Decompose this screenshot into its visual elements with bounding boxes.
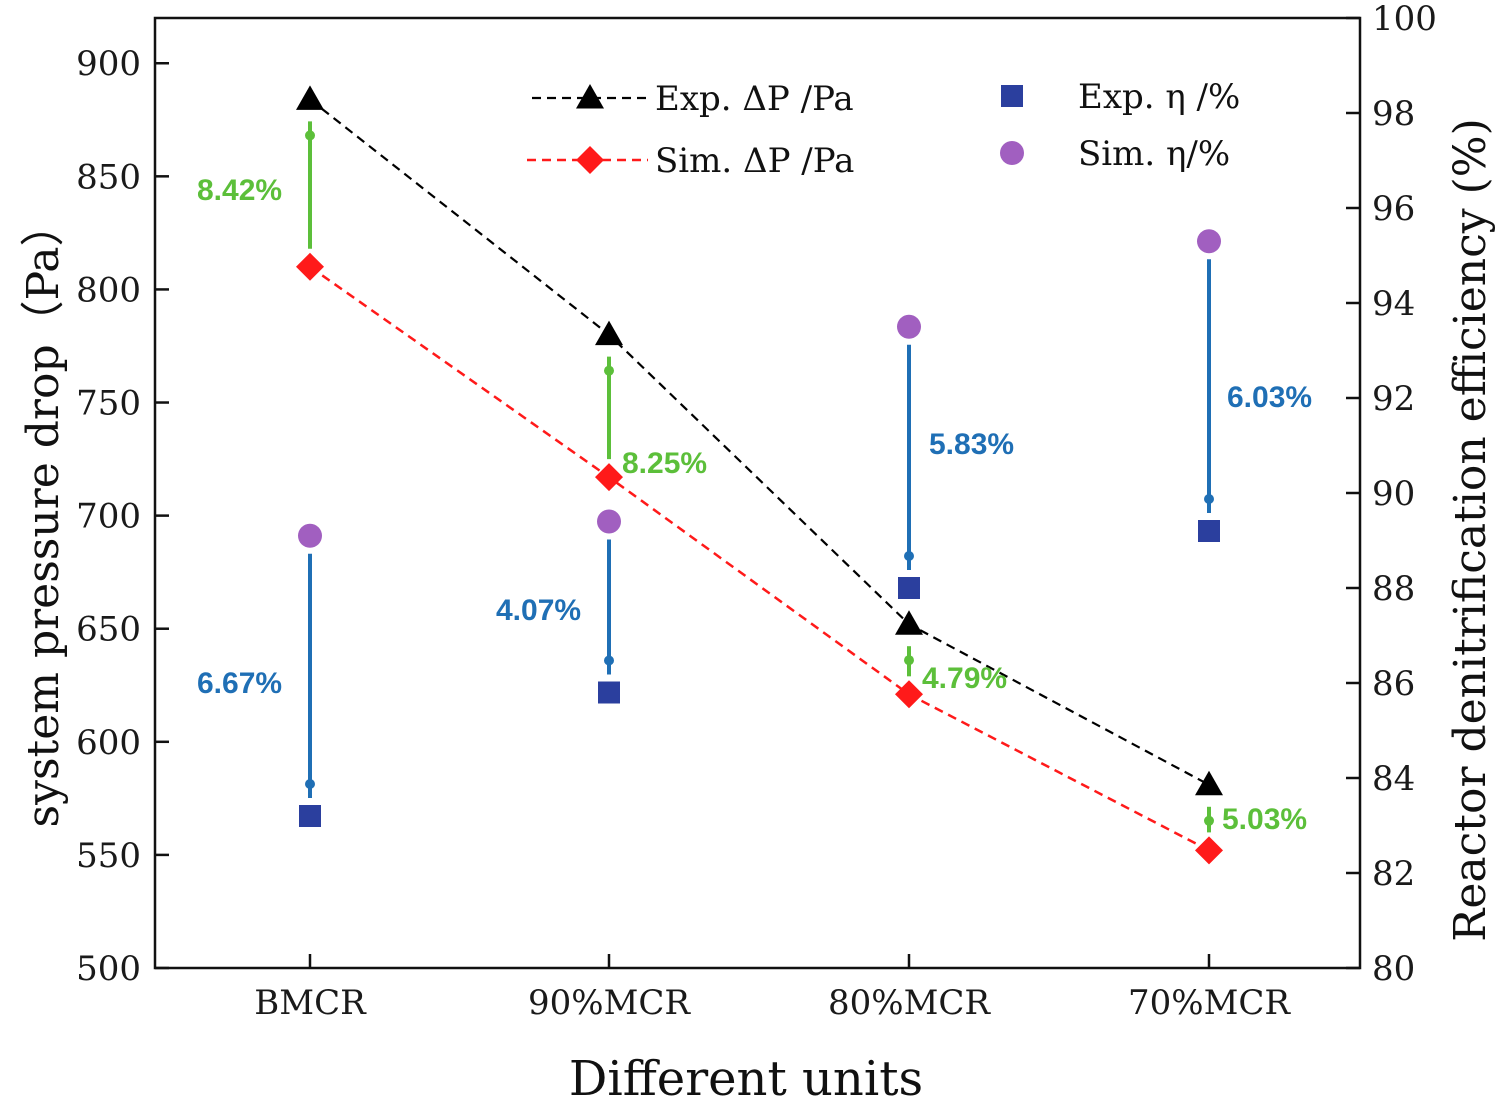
x-tick-label: BMCR xyxy=(254,983,367,1023)
sim-efficiency-point xyxy=(897,314,921,339)
left-tick-label: 700 xyxy=(76,497,141,537)
exp-pressure-point xyxy=(895,610,923,635)
legend-exp-pressure-marker xyxy=(576,84,604,109)
series-lines xyxy=(309,98,1210,852)
legend-exp-efficiency-marker xyxy=(1001,85,1023,107)
left-tick-label: 550 xyxy=(76,836,141,876)
difference-annotation: 4.79% xyxy=(922,662,1007,695)
x-axis-label: Different units xyxy=(569,1051,923,1103)
x-axis-ticks: BMCR 90%MCR 80%MCR 70%MCR xyxy=(254,954,1291,1023)
difference-annotation: 5.83% xyxy=(929,428,1014,461)
y-axis-label-right: Reactor denitrification efficiency (%) xyxy=(1445,118,1496,942)
difference-annotation: 8.42% xyxy=(197,174,282,207)
exp-efficiency-point xyxy=(598,681,620,704)
efficiency-bar-dot xyxy=(1204,494,1214,504)
difference-annotation: 4.07% xyxy=(496,594,581,627)
difference-annotation: 6.03% xyxy=(1227,381,1312,414)
right-tick-label: 100 xyxy=(1372,0,1437,39)
right-tick-label: 80 xyxy=(1372,949,1415,989)
legend-exp-efficiency-label: Exp. η /% xyxy=(1078,77,1240,117)
legend-exp-pressure-label: Exp. ΔP /Pa xyxy=(655,79,854,119)
x-tick-label: 70%MCR xyxy=(1128,983,1291,1023)
series-markers xyxy=(296,85,1223,865)
difference-annotation: 5.03% xyxy=(1222,803,1307,836)
exp-pressure-point xyxy=(1195,770,1223,796)
left-tick-label: 800 xyxy=(76,270,141,310)
sim-pressure-point xyxy=(1195,836,1223,865)
left-tick-label: 650 xyxy=(76,610,141,650)
exp-pressure-point xyxy=(595,320,623,346)
sim-efficiency-point xyxy=(597,509,621,534)
right-tick-label: 82 xyxy=(1372,854,1415,894)
y-axis-label-left: system pressure drop（Pa） xyxy=(18,203,69,828)
x-tick-label: 80%MCR xyxy=(828,983,991,1023)
difference-annotation: 6.67% xyxy=(197,667,282,700)
right-tick-label: 86 xyxy=(1372,664,1415,704)
sim-pressure-point xyxy=(895,680,923,709)
left-tick-label: 850 xyxy=(76,157,141,197)
exp-efficiency-point xyxy=(299,805,321,827)
right-tick-label: 88 xyxy=(1372,569,1415,609)
right-tick-label: 96 xyxy=(1372,189,1415,229)
legend-sim-efficiency-label: Sim. η/% xyxy=(1078,134,1230,174)
left-tick-label: 500 xyxy=(76,949,141,989)
pressure-bar-dot xyxy=(1204,815,1214,826)
right-tick-label: 92 xyxy=(1372,379,1415,419)
left-axis-ticks: 500 550 600 650 700 750 800 850 900 xyxy=(76,44,169,989)
efficiency-bar-dot xyxy=(604,655,614,666)
sim-pressure-point xyxy=(296,252,324,281)
efficiency-bar-dot xyxy=(305,779,315,789)
legend-sim-pressure-label: Sim. ΔP /Pa xyxy=(655,141,854,181)
sim-pressure-point xyxy=(595,463,623,492)
right-tick-label: 98 xyxy=(1372,94,1415,134)
exp-efficiency-point xyxy=(1198,520,1220,542)
legend-sim-pressure-marker xyxy=(576,146,604,174)
sim-efficiency-point xyxy=(1197,229,1221,254)
legend: Exp. ΔP /Pa Sim. ΔP /Pa Exp. η /% Sim. η/% xyxy=(527,77,1240,181)
exp-efficiency-point xyxy=(898,577,920,599)
difference-annotations: 8.42% 8.25% 4.79% 5.03% 6.67% 4.07% 5.83% 6.03% xyxy=(197,174,1312,836)
sim-pressure-line xyxy=(309,265,1210,852)
right-axis-ticks: 80 82 84 86 88 90 92 94 96 98 100 xyxy=(1346,0,1437,989)
difference-bars xyxy=(305,121,1214,833)
left-tick-label: 750 xyxy=(76,384,141,424)
pressure-bar-dot xyxy=(904,655,914,666)
pressure-bar-dot xyxy=(305,130,315,141)
pressure-bar-dot xyxy=(604,365,614,376)
efficiency-bar-dot xyxy=(904,551,914,561)
x-tick-label: 90%MCR xyxy=(528,983,691,1023)
legend-sim-efficiency-marker xyxy=(1000,141,1024,165)
right-tick-label: 90 xyxy=(1372,474,1415,514)
left-tick-label: 900 xyxy=(76,44,141,84)
right-tick-label: 84 xyxy=(1372,759,1415,799)
right-tick-label: 94 xyxy=(1372,284,1415,324)
exp-pressure-point xyxy=(296,85,324,110)
left-tick-label: 600 xyxy=(76,723,141,763)
exp-pressure-line xyxy=(309,98,1210,786)
difference-annotation: 8.25% xyxy=(622,447,707,480)
sim-efficiency-point xyxy=(298,523,322,548)
